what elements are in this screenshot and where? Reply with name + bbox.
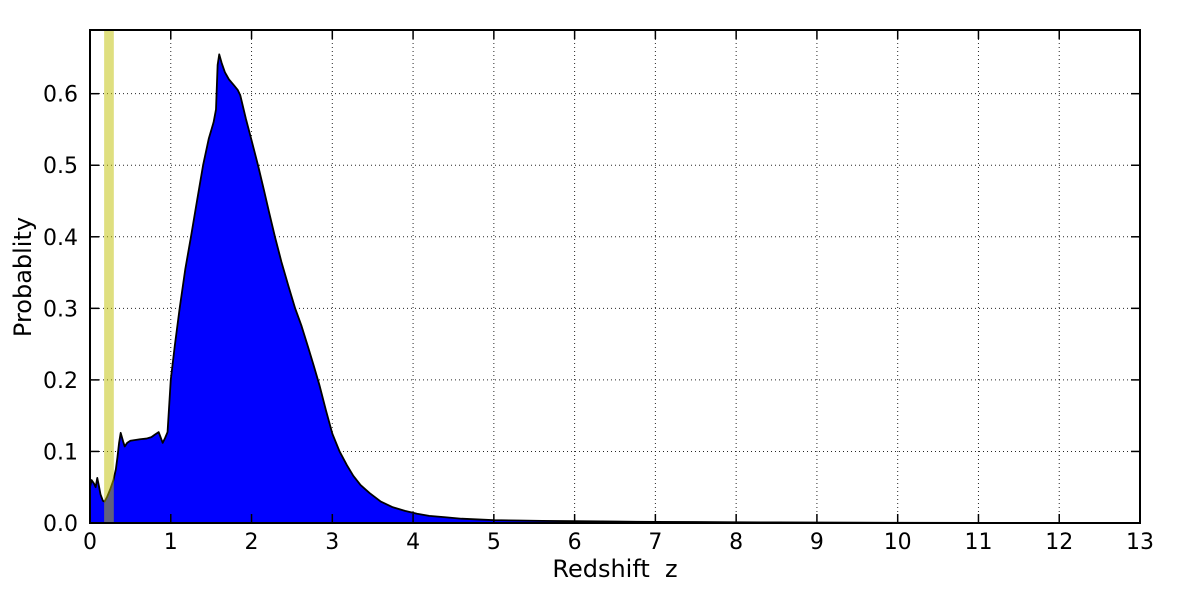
x-tick-label: 11	[964, 530, 992, 555]
y-tick-label: 0.1	[43, 440, 78, 465]
x-tick-label: 9	[810, 530, 824, 555]
x-tick-label: 12	[1045, 530, 1073, 555]
axes-border	[89, 29, 1141, 524]
x-tick-label: 1	[164, 530, 178, 555]
probability-area	[89, 53, 1141, 524]
y-tick-label: 0.6	[43, 83, 78, 108]
grid-layer	[91, 31, 1139, 522]
y-tick-label: 0.3	[43, 297, 78, 322]
axes-border-layer	[89, 29, 1141, 524]
area-series-layer	[89, 53, 1141, 524]
tick-labels-layer: 0 1 2 3 4 5 6 7 8 9 10 11 12 130.00.10.20.30.40.50.6	[43, 83, 1154, 555]
x-tick-label: 13	[1126, 530, 1154, 555]
y-tick-label: 0.0	[43, 512, 78, 537]
x-tick-label: 8	[729, 530, 743, 555]
y-axis-label: Probablity	[9, 216, 37, 338]
x-tick-label: 7	[648, 530, 662, 555]
y-tick-label: 0.4	[43, 226, 78, 251]
tick-marks-layer	[89, 31, 1141, 524]
x-tick-label: 6	[568, 530, 582, 555]
x-tick-label: 5	[487, 530, 501, 555]
x-tick-label: 0	[83, 530, 97, 555]
y-tick-label: 0.5	[43, 154, 78, 179]
x-tick-label: 10	[884, 530, 912, 555]
x-axis-label: Redshift z	[552, 555, 678, 583]
highlight-band-layer	[104, 31, 114, 522]
redshift-highlight-band	[104, 31, 114, 522]
x-tick-label: 3	[325, 530, 339, 555]
x-tick-label: 4	[406, 530, 420, 555]
y-tick-label: 0.2	[43, 369, 78, 394]
x-tick-label: 2	[245, 530, 259, 555]
